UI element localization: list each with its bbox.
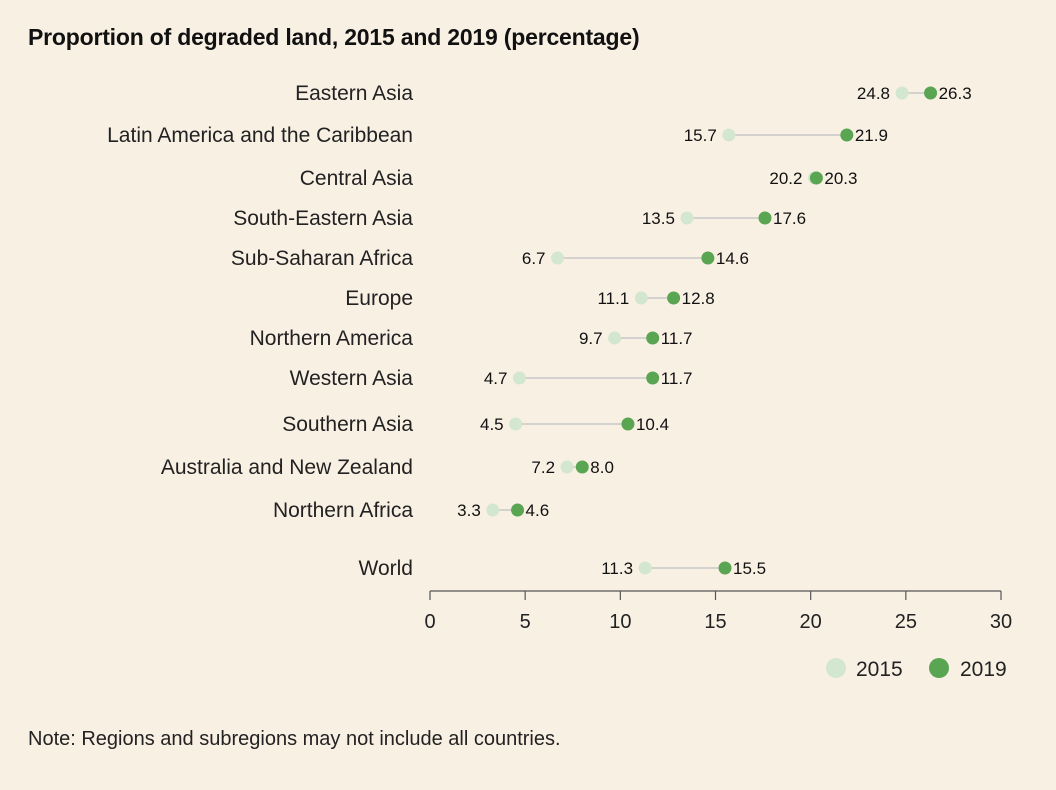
category-label: Latin America and the Caribbean: [107, 124, 413, 147]
value-label-2019: 12.8: [682, 289, 715, 308]
x-tick-label: 10: [609, 611, 631, 633]
category-label: South-Eastern Asia: [233, 207, 413, 230]
row: Central Asia 20.2 20.3: [300, 167, 858, 190]
value-label-2019: 15.5: [733, 559, 766, 578]
point-2015: [680, 211, 694, 225]
point-2019: [701, 251, 715, 265]
row: Western Asia 4.7 11.7: [290, 367, 693, 390]
x-tick-label: 30: [990, 611, 1012, 633]
rows-layer: Eastern Asia 24.8 26.3 Latin America and th…: [107, 82, 972, 580]
row: Sub-Saharan Africa 6.7 14.6: [231, 247, 749, 270]
value-label-2019: 11.7: [661, 369, 693, 388]
point-2015: [512, 371, 526, 385]
point-2019: [575, 460, 589, 474]
row: Latin America and the Caribbean 15.7 21.9: [107, 124, 888, 147]
point-2019: [924, 86, 938, 100]
category-label: Western Asia: [290, 367, 414, 390]
x-tick-label: 25: [895, 611, 917, 633]
chart-title: Proportion of degraded land, 2015 and 20…: [28, 24, 640, 50]
point-2019: [646, 331, 660, 345]
category-label: Sub-Saharan Africa: [231, 247, 413, 270]
row: Australia and New Zealand 7.2 8.0: [161, 456, 614, 479]
value-label-2019: 21.9: [855, 126, 888, 145]
category-label: Central Asia: [300, 167, 414, 190]
value-label-2015: 15.7: [684, 126, 717, 145]
value-label-2015: 6.7: [522, 249, 546, 268]
legend-swatch-2019: [929, 658, 949, 678]
point-2019: [840, 128, 854, 142]
category-label: Eastern Asia: [295, 82, 413, 105]
category-label: Australia and New Zealand: [161, 456, 413, 479]
point-2019: [511, 503, 525, 517]
point-2015: [608, 331, 622, 345]
point-2019: [667, 291, 681, 305]
category-label: Northern Africa: [273, 499, 413, 522]
legend-label-2015: 2015: [856, 658, 903, 681]
value-label-2019: 20.3: [824, 169, 857, 188]
value-label-2019: 26.3: [939, 84, 972, 103]
row: Eastern Asia 24.8 26.3: [295, 82, 972, 105]
point-2015: [560, 460, 574, 474]
category-label: Northern America: [250, 327, 414, 350]
row: Northern Africa 3.3 4.6: [273, 499, 549, 522]
x-tick-label: 15: [704, 611, 726, 633]
value-label-2015: 11.1: [597, 289, 629, 308]
x-tick-label: 5: [520, 611, 531, 633]
point-2015: [722, 128, 736, 142]
row: Northern America 9.7 11.7: [250, 327, 693, 350]
value-label-2015: 11.3: [601, 559, 633, 578]
chart-note: Note: Regions and subregions may not inc…: [28, 728, 561, 750]
x-tick-label: 20: [800, 611, 822, 633]
value-label-2019: 4.6: [526, 501, 550, 520]
point-2019: [718, 561, 732, 575]
value-label-2019: 17.6: [773, 209, 806, 228]
value-label-2019: 14.6: [716, 249, 749, 268]
category-label: World: [359, 557, 413, 580]
row: Southern Asia 4.5 10.4: [282, 413, 669, 436]
point-2019: [646, 371, 660, 385]
row: South-Eastern Asia 13.5 17.6: [233, 207, 806, 230]
legend: 2015 2019: [826, 658, 1007, 681]
category-label: Europe: [345, 287, 413, 310]
point-2019: [809, 171, 823, 185]
value-label-2015: 9.7: [579, 329, 603, 348]
value-label-2015: 4.5: [480, 415, 504, 434]
x-axis: 0 5 10 15 20 25 30: [424, 590, 1012, 633]
row: Europe 11.1 12.8: [345, 287, 714, 310]
value-label-2015: 7.2: [531, 458, 555, 477]
legend-label-2019: 2019: [960, 658, 1007, 681]
value-label-2015: 13.5: [642, 209, 675, 228]
point-2019: [758, 211, 772, 225]
legend-swatch-2015: [826, 658, 846, 678]
value-label-2015: 4.7: [484, 369, 508, 388]
point-2015: [486, 503, 500, 517]
value-label-2015: 3.3: [457, 501, 481, 520]
point-2015: [551, 251, 565, 265]
point-2019: [621, 417, 635, 431]
value-label-2015: 24.8: [857, 84, 890, 103]
x-tick-label: 0: [424, 611, 435, 633]
value-label-2015: 20.2: [769, 169, 802, 188]
point-2015: [634, 291, 648, 305]
value-label-2019: 8.0: [590, 458, 614, 477]
point-2015: [509, 417, 523, 431]
row: World 11.3 15.5: [359, 557, 767, 580]
point-2015: [638, 561, 652, 575]
point-2015: [895, 86, 909, 100]
value-label-2019: 10.4: [636, 415, 669, 434]
value-label-2019: 11.7: [661, 329, 693, 348]
category-label: Southern Asia: [282, 413, 413, 436]
